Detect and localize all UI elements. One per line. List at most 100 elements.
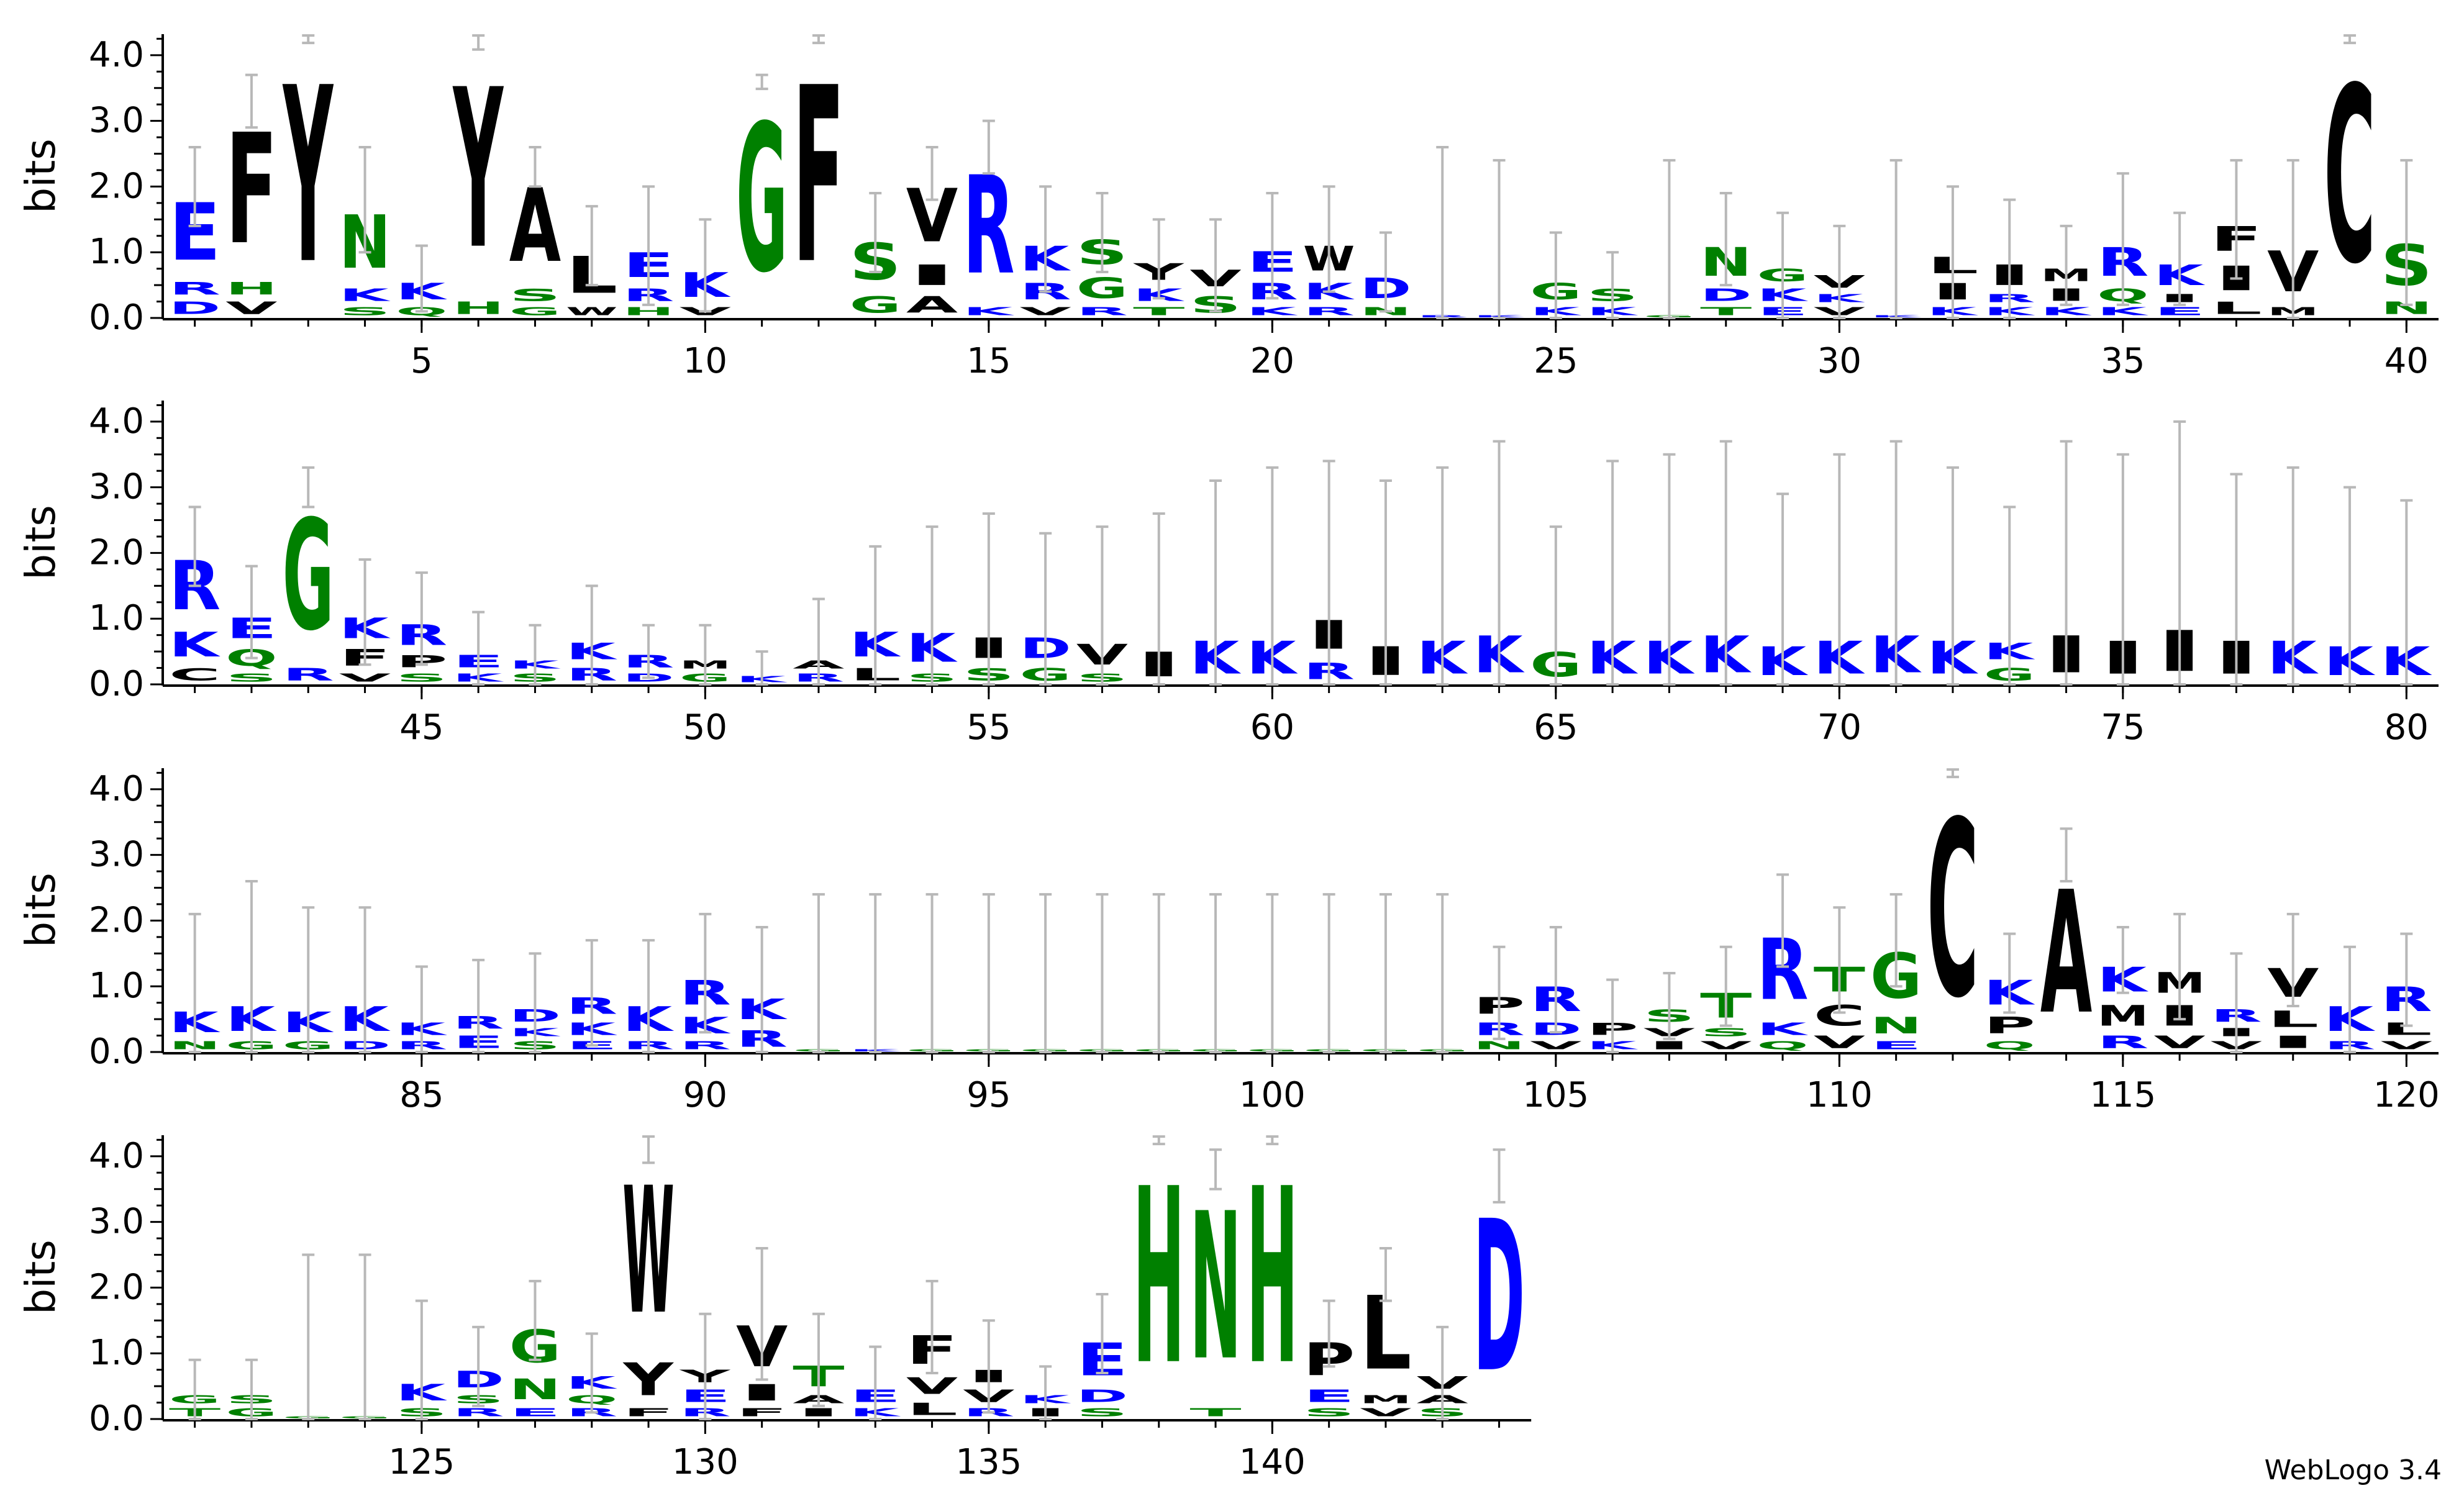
stack-111: ENG (1870, 893, 1922, 1052)
x-tick-label: 45 (399, 707, 443, 748)
stack-70: K (1814, 453, 1865, 686)
letter-C: C (2324, 36, 2375, 317)
stack-49: DR (622, 624, 675, 684)
letter-S: S (509, 285, 561, 305)
letter-E: E (509, 1406, 561, 1419)
stack-63: K (1417, 466, 1468, 686)
letter-V: V (1530, 1039, 1582, 1052)
stack-132: IAT (793, 1312, 845, 1419)
letter-C: C (169, 665, 220, 685)
stack-131: FIV (736, 1246, 788, 1419)
letter-F: F (622, 1406, 674, 1419)
y-tick-label: 4.0 (89, 1136, 144, 1176)
stack-116: VIM (2154, 912, 2206, 1052)
x-tick-label: 30 (1817, 341, 1862, 381)
letter-A: A (2040, 855, 2092, 1052)
letter-V: V (1700, 1039, 1752, 1052)
letter-S: S (339, 305, 391, 318)
x-tick-label: 60 (1250, 707, 1294, 748)
stack-136: IK (1020, 1365, 1071, 1420)
stack-23: R (1417, 145, 1468, 319)
letter-R: R (680, 1039, 731, 1052)
letter-Y: Y (622, 1354, 674, 1406)
stack-119: RK (2324, 945, 2376, 1053)
stack-86: ER (453, 958, 504, 1053)
x-tick-label: 80 (2384, 707, 2429, 748)
y-tick-label: 4.0 (89, 769, 144, 809)
stack-53: LK (850, 545, 901, 686)
letter-Q: Q (1757, 1039, 1808, 1052)
stack-41: CKR (169, 506, 221, 685)
stack-133: KE (850, 1345, 901, 1420)
letter-V: V (2154, 1032, 2206, 1052)
letter-G: G (736, 81, 788, 317)
stack-72: K (1927, 466, 1979, 686)
stack-112: C (1927, 768, 1979, 1051)
x-tick-label: 10 (683, 341, 727, 381)
y-tick-label: 2.0 (89, 166, 144, 206)
stack-47: SK (509, 624, 561, 686)
stack-124: G (339, 1253, 391, 1420)
stack-7: GSA (509, 145, 561, 318)
stack-142: VML (1360, 1246, 1412, 1419)
letter-S: S (1700, 1026, 1752, 1039)
stack-100: G (1247, 893, 1298, 1053)
x-tick-label: 35 (2101, 341, 2145, 381)
stack-137: SDE (1076, 1293, 1128, 1419)
letter-K: K (1757, 1019, 1808, 1039)
y-tick-label: 4.0 (89, 35, 144, 75)
stack-114: A (2040, 827, 2092, 1052)
y-tick-label: 2.0 (89, 900, 144, 940)
stack-42: SQE (225, 565, 278, 684)
letter-F: F (793, 36, 844, 317)
x-tick-label: 25 (1534, 341, 1578, 381)
stack-3: Y (282, 34, 334, 317)
x-tick-label: 95 (966, 1075, 1011, 1115)
letter-V: V (1360, 1406, 1412, 1419)
letter-M: M (2097, 1000, 2148, 1032)
stack-71: K (1870, 440, 1922, 686)
stack-82: GK (225, 879, 278, 1053)
letter-R: R (453, 1406, 504, 1419)
stack-32: KIL (1927, 185, 1979, 319)
x-tick-label: 140 (1239, 1442, 1306, 1482)
y-tick-label: 0.0 (89, 664, 144, 704)
letter-W: W (566, 305, 617, 318)
stack-13: GS (850, 192, 901, 318)
y-axis-label: bits (17, 505, 65, 580)
stack-18: TKY (1133, 218, 1185, 318)
x-tick-label: 130 (672, 1442, 739, 1482)
stack-55: SI (963, 512, 1014, 686)
stack-61: RI (1303, 460, 1355, 686)
stack-135: RVI (963, 1319, 1015, 1419)
stack-17: RGS (1076, 192, 1128, 318)
y-tick-label: 3.0 (89, 467, 144, 507)
letter-H: H (1133, 1137, 1184, 1418)
stack-120: VLR (2381, 932, 2432, 1052)
stack-40: NS (2381, 159, 2432, 318)
letter-H: H (1247, 1137, 1298, 1418)
stack-76: I (2154, 420, 2206, 686)
stack-83: GK (283, 906, 334, 1053)
stack-33: KRI (1984, 198, 2035, 319)
stack-15: KR (963, 119, 1015, 318)
letter-R: R (283, 664, 334, 684)
stack-93: K (850, 893, 901, 1053)
stack-64: K (1473, 440, 1525, 686)
stack-74: I (2040, 440, 2092, 686)
stack-67: K (1643, 453, 1695, 686)
stack-14: AIV (906, 145, 958, 318)
logo-row-3: 0.0 1.0 2.0 3.0 4.0 bits 85 90 95 100 105 110 115 120… (17, 768, 2440, 1115)
letter-F: F (225, 101, 277, 278)
letter-V: V (1814, 1032, 1866, 1052)
x-tick-label: 100 (1239, 1075, 1306, 1115)
y-tick-label: 4.0 (89, 401, 144, 442)
letter-T: T (1700, 305, 1752, 318)
x-tick-label: 65 (1534, 707, 1578, 748)
y-axis-label: bits (17, 138, 65, 214)
stack-27: G (1643, 159, 1695, 319)
stack-35: KQR (2097, 172, 2149, 318)
stack-34: KIM (2040, 224, 2092, 318)
